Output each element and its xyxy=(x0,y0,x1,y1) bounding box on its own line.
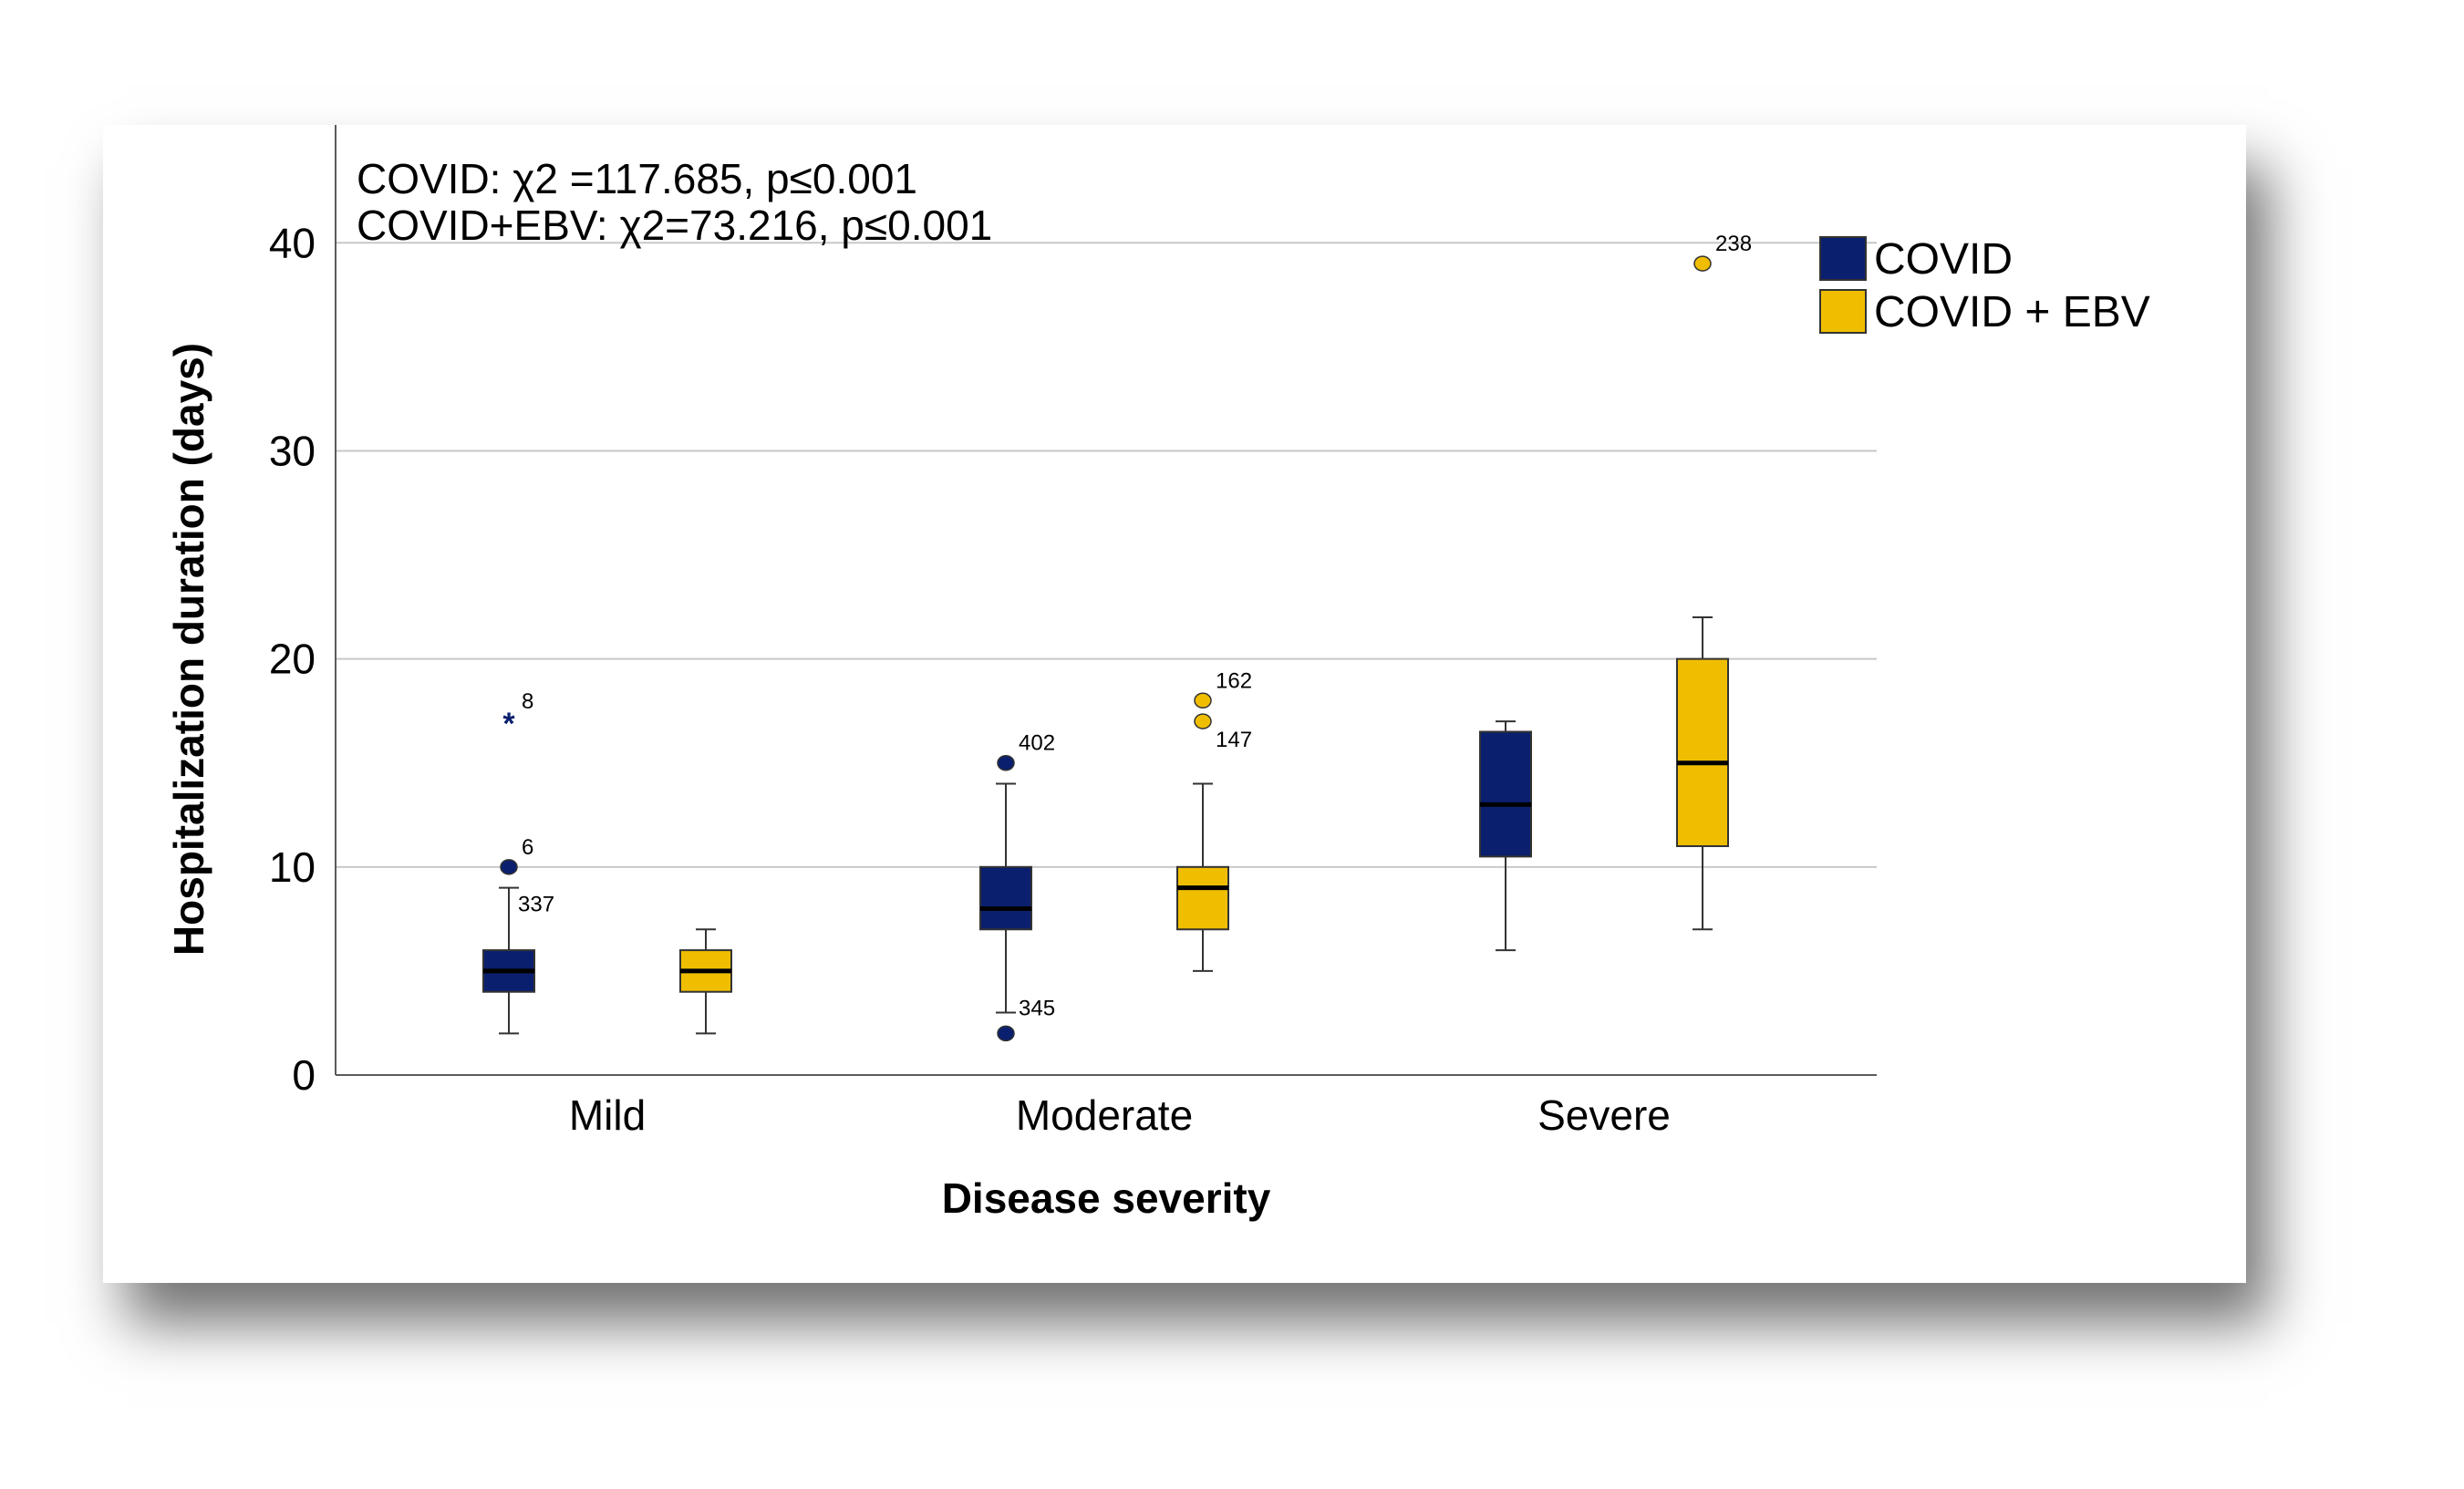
outlier-point xyxy=(1194,692,1212,709)
figure-card: 0 10 20 30 40 Mild Moderate Severe 337 * 8 6 402 345… xyxy=(103,125,2246,1283)
outlier-label-238: 238 xyxy=(1715,232,1752,256)
box-covid-ebv-mild xyxy=(679,928,732,1035)
box-covid-ebv-severe: 238 xyxy=(1676,232,1752,931)
iqr-box xyxy=(979,865,1032,931)
y-tick-label-10: 10 xyxy=(269,843,316,891)
y-tick-label-30: 30 xyxy=(269,427,316,474)
legend-label-covid-ebv: COVID + EBV xyxy=(1874,288,2150,336)
iqr-box xyxy=(1676,657,1729,847)
legend-swatch-covid xyxy=(1819,236,1867,281)
y-tick-label-20: 20 xyxy=(269,636,316,683)
grid-layer xyxy=(336,242,1877,868)
outlier-point xyxy=(1194,713,1212,729)
outlier-star: * xyxy=(502,707,515,741)
y-axis-title: Hospitalization duration (days) xyxy=(165,343,212,956)
x-tick-label-mild: Mild xyxy=(569,1091,646,1139)
legend: COVID COVID + EBV xyxy=(1819,235,2150,336)
y-tick-label-40: 40 xyxy=(269,219,316,266)
outlier-label-402: 402 xyxy=(1019,731,1055,756)
whisker-label: 337 xyxy=(518,893,554,917)
outlier-point xyxy=(1693,255,1712,272)
x-tick-label-severe: Severe xyxy=(1537,1091,1671,1139)
box-covid-severe xyxy=(1479,720,1532,952)
outlier-label-345: 345 xyxy=(1019,996,1055,1020)
outlier-point xyxy=(500,859,518,875)
stat-annotation-covid-ebv: COVID+EBV: χ2=73.216, p≤0.001 xyxy=(357,202,992,249)
stat-annotation-covid: COVID: χ2 =117.685, p≤0.001 xyxy=(357,155,917,202)
box-layer: 337 * 8 6 402 345 162 147 238 xyxy=(482,232,1752,1042)
legend-swatch-covid-ebv xyxy=(1819,289,1867,334)
legend-label-covid: COVID xyxy=(1874,235,2013,284)
axis-layer: 0 10 20 30 40 Mild Moderate Severe xyxy=(269,125,1877,1139)
box-covid-ebv-moderate: 162 147 xyxy=(1176,668,1252,972)
box-covid-moderate: 402 345 xyxy=(979,731,1055,1042)
iqr-box xyxy=(1176,865,1229,931)
boxplot-chart: 0 10 20 30 40 Mild Moderate Severe 337 * 8 6 402 345… xyxy=(165,125,2150,1222)
outlier-label-8: 8 xyxy=(522,689,533,714)
outlier-label-147: 147 xyxy=(1216,728,1252,752)
outlier-label-162: 162 xyxy=(1216,668,1252,693)
outlier-point xyxy=(997,1025,1015,1042)
outlier-point xyxy=(997,754,1015,771)
x-tick-label-moderate: Moderate xyxy=(1016,1091,1193,1139)
box-covid-mild: 337 * 8 6 xyxy=(482,689,554,1035)
outlier-label-6: 6 xyxy=(522,835,533,860)
x-axis-title: Disease severity xyxy=(942,1174,1271,1222)
y-tick-label-0: 0 xyxy=(292,1051,316,1099)
iqr-box xyxy=(1479,730,1532,858)
